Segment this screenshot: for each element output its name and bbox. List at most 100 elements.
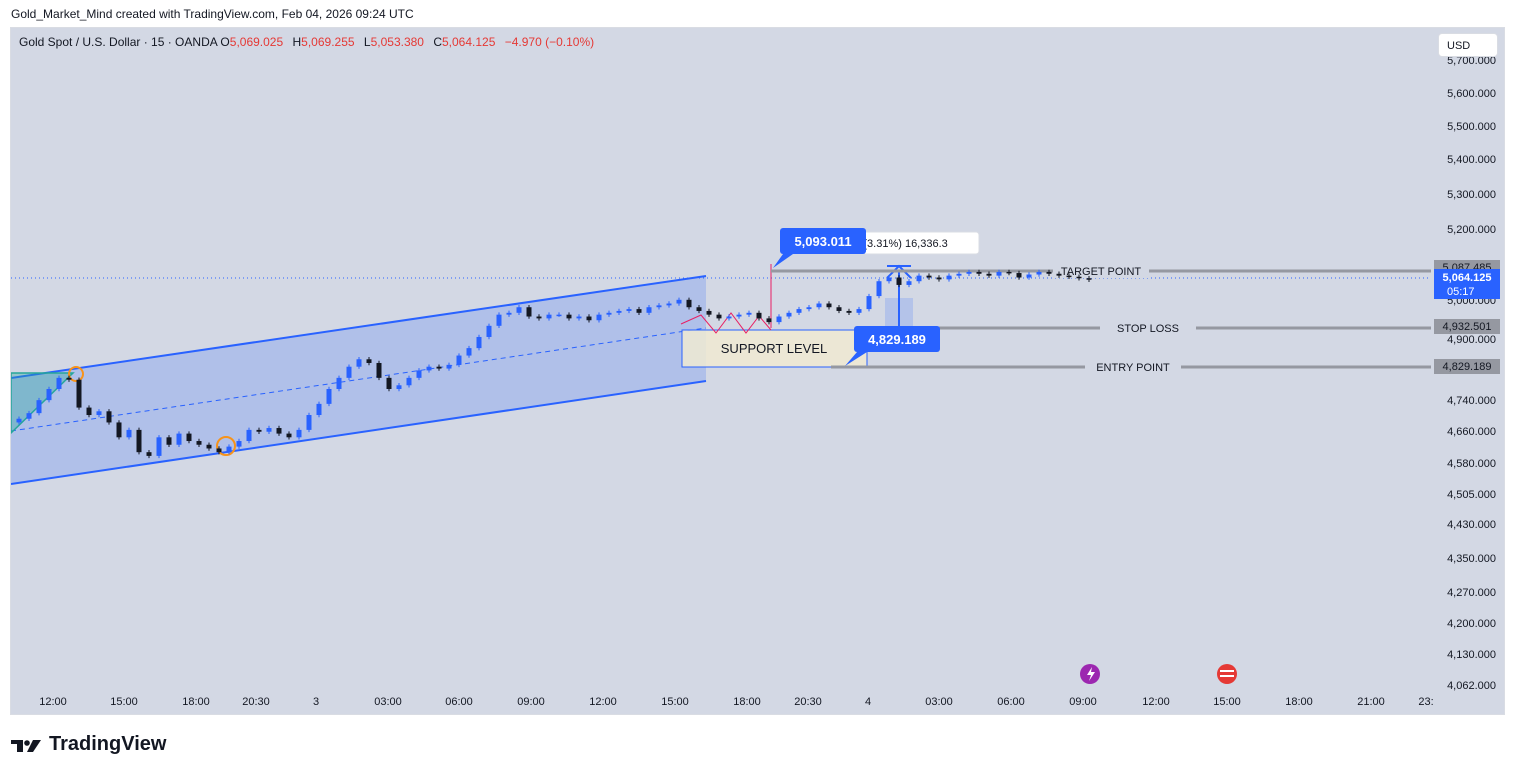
time-tick-label: 18:00 (182, 696, 210, 708)
candle-body (926, 275, 932, 278)
high-value: 5,069.255 (301, 35, 355, 49)
entry-price-tag (1434, 359, 1500, 374)
candle-body (646, 307, 652, 313)
candle-body (256, 429, 262, 432)
time-tick-label: 06:00 (997, 696, 1025, 708)
candle-body (146, 452, 152, 456)
price-tick-label: 5,400.000 (1447, 154, 1496, 166)
swing-high-circle[interactable] (68, 366, 84, 382)
candle-body (206, 444, 212, 449)
candle-body (316, 403, 322, 416)
high-label: H (292, 35, 302, 49)
candle-body (756, 312, 762, 319)
candle-body (686, 299, 692, 308)
measure-range-fill (885, 298, 913, 326)
candle-body (156, 437, 162, 456)
time-tick-label: 15:00 (1213, 696, 1241, 708)
price-tick-label: 5,300.000 (1447, 189, 1496, 201)
candle-body (806, 307, 812, 310)
candle-body (26, 413, 32, 419)
candle-body (636, 309, 642, 313)
tradingview-logo[interactable]: TradingView (11, 733, 166, 756)
candle-body (86, 407, 92, 416)
candle-body (836, 307, 842, 311)
candle-body (306, 415, 312, 430)
support-zone[interactable] (681, 329, 868, 368)
time-tick-label: 18:00 (733, 696, 761, 708)
candle-body (286, 433, 292, 438)
candle-body (866, 296, 872, 310)
time-tick-label: 09:00 (1069, 696, 1097, 708)
candle-body (966, 271, 972, 274)
low-callout-text: 4,829.189 (868, 332, 926, 347)
price-tick-label: 4,505.000 (1447, 489, 1496, 501)
time-tick-label: 12:00 (1142, 696, 1170, 708)
candle-body (1016, 273, 1022, 278)
candle-body (396, 385, 402, 389)
high-callout-text: 5,093.011 (794, 234, 851, 249)
candle-body (776, 316, 782, 323)
candle-body (476, 336, 482, 349)
price-tick-label: 4,900.000 (1447, 334, 1496, 346)
candle-body (186, 433, 192, 442)
candle-body (576, 316, 582, 319)
candle-body (276, 428, 282, 434)
candle-body (786, 312, 792, 317)
symbol-title[interactable]: Gold Spot / U.S. Dollar · 15 · OANDA (19, 35, 218, 49)
candle-body (436, 366, 442, 369)
high-callout-pointer (773, 254, 793, 268)
candle-body (546, 314, 552, 319)
time-tick-label: 20:30 (794, 696, 822, 708)
candle-body (1086, 278, 1092, 280)
candle-body (226, 446, 232, 453)
time-tick-label: 12:00 (589, 696, 617, 708)
tradingview-logo-icon (11, 737, 43, 753)
candle-body (126, 429, 132, 438)
lightning-glyph (1087, 667, 1095, 681)
candle-body (936, 277, 942, 280)
time-tick-label: 12:00 (39, 696, 67, 708)
us-flag-event-icon[interactable] (1217, 664, 1237, 684)
candle-body (1046, 271, 1052, 274)
tradingview-brand: TradingView (49, 733, 167, 755)
price-tick-label: 5,500.000 (1447, 121, 1496, 133)
candle-body (116, 422, 122, 438)
candle-body (556, 314, 562, 317)
candle-body (56, 377, 62, 389)
candle-body (466, 348, 472, 356)
channel-lower-line[interactable] (11, 380, 707, 485)
price-tick-label: 4,062.000 (1447, 680, 1496, 692)
candle-body (716, 314, 722, 319)
candle-body (246, 429, 252, 442)
time-tick-label: 3 (313, 696, 319, 708)
price-tick-label: 4,660.000 (1447, 426, 1496, 438)
candle-body (216, 448, 222, 453)
candle-body (196, 441, 202, 445)
swing-low-circle[interactable] (216, 436, 236, 456)
candle-body (696, 307, 702, 311)
chart-panel[interactable]: 5,700.000 5,600.000 5,500.000 5,400.000 5,30… (10, 27, 1505, 715)
price-tick-label: 4,200.000 (1447, 618, 1496, 630)
time-tick-label: 4 (865, 696, 871, 708)
time-tick-label: 06:00 (445, 696, 473, 708)
change-value: −4.970 (−0.10%) (504, 35, 595, 49)
candle-body (726, 316, 732, 319)
candle-body (976, 271, 982, 274)
price-chart[interactable]: 5,700.000 5,600.000 5,500.000 5,400.000 5,30… (11, 28, 1505, 715)
target-label-bg (1053, 263, 1149, 278)
candle-body (426, 366, 432, 371)
stop-loss-point-label: STOP LOSS (1117, 323, 1179, 335)
candle-body (176, 433, 182, 445)
candle-body (796, 309, 802, 313)
price-tick-label: 5,600.000 (1447, 88, 1496, 100)
candle-body (666, 303, 672, 306)
candle-body (336, 377, 342, 389)
candle-body (386, 377, 392, 389)
currency-button[interactable]: USD (1438, 33, 1498, 57)
candle-body (826, 303, 832, 308)
price-tick-label: 5,700.000 (1447, 55, 1496, 67)
candle-body (896, 277, 902, 285)
candle-body (456, 355, 462, 365)
channel-upper-line[interactable] (11, 275, 707, 379)
entry-label-bg (1085, 359, 1181, 374)
